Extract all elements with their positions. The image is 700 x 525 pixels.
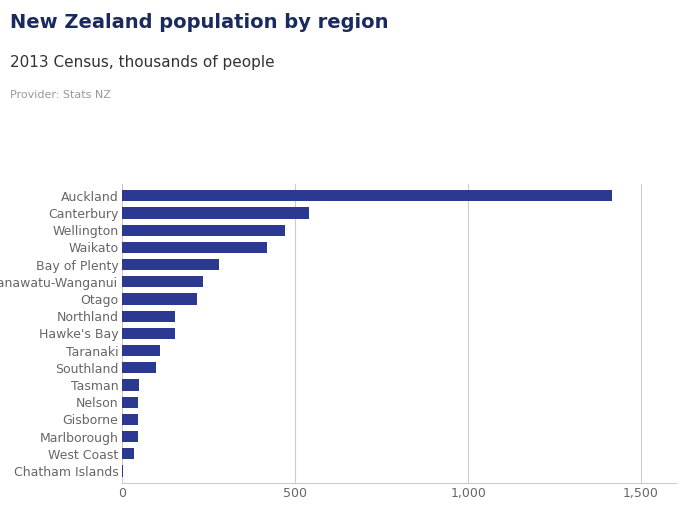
Bar [122, 259, 219, 270]
Bar [122, 328, 175, 339]
Text: Provider: Stats NZ: Provider: Stats NZ [10, 90, 111, 100]
Bar [122, 414, 138, 425]
Text: 2013 Census, thousands of people: 2013 Census, thousands of people [10, 55, 275, 70]
Bar [122, 380, 139, 391]
Bar [122, 448, 134, 459]
Bar [122, 225, 286, 236]
Bar [122, 207, 309, 218]
Bar [122, 293, 197, 304]
Bar [122, 311, 175, 322]
Bar [122, 362, 156, 373]
Text: New Zealand population by region: New Zealand population by region [10, 13, 389, 32]
Bar [122, 276, 204, 287]
Text: figure.nz: figure.nz [575, 23, 659, 39]
Bar [122, 396, 139, 408]
Bar [122, 190, 612, 202]
Bar [122, 431, 138, 442]
Bar [122, 345, 160, 356]
Bar [122, 242, 267, 253]
